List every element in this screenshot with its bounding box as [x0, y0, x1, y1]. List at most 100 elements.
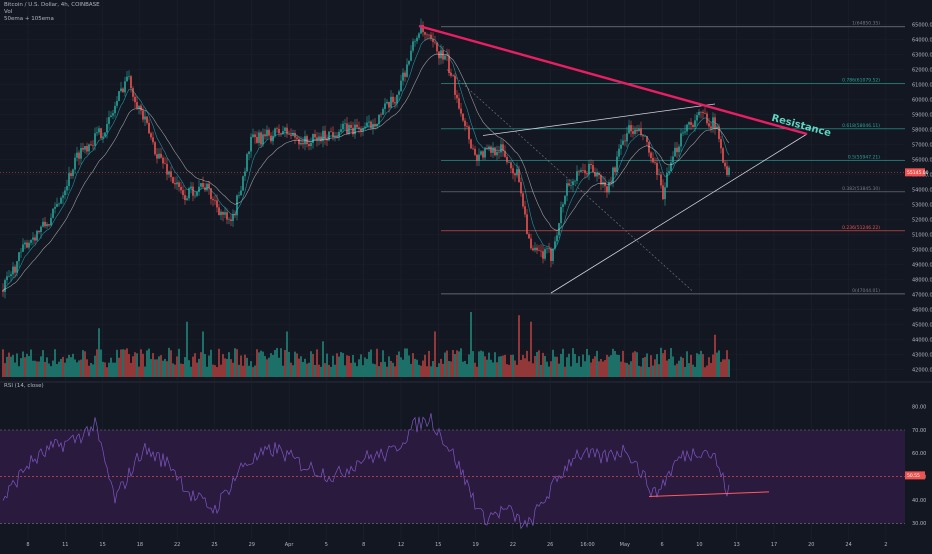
candle-body — [698, 111, 700, 116]
volume-bar — [372, 363, 374, 377]
candle-body — [296, 137, 298, 139]
candle-body — [392, 96, 394, 103]
candle-body — [282, 131, 284, 135]
candle-body — [196, 191, 198, 196]
candle-body — [386, 101, 388, 104]
candle-body — [382, 108, 384, 115]
price-axis-tick-label: 64000.00 — [912, 37, 932, 43]
price-axis-tick-label: 49000.00 — [912, 262, 932, 268]
candle-body — [538, 250, 540, 251]
candle-body — [278, 128, 280, 134]
candle-body — [350, 124, 352, 128]
candle-body — [92, 145, 94, 146]
candle-body — [292, 133, 294, 136]
candle-body — [352, 127, 354, 135]
symbol-legend[interactable]: Bitcoin / U.S. Dollar, 4h, COINBASE — [4, 2, 100, 8]
volume-bar — [716, 352, 718, 377]
triangle-upper-line — [482, 103, 716, 136]
volume-bar — [626, 362, 628, 377]
volume-bar — [306, 363, 308, 377]
volume-bar — [412, 353, 414, 377]
candle-body — [716, 126, 718, 129]
time-axis-tick-label: 8 — [362, 542, 365, 548]
volume-bar — [118, 357, 120, 377]
candle-body — [402, 72, 404, 81]
resistance-trendline — [418, 24, 808, 136]
candle-body — [268, 129, 270, 136]
candle-body — [364, 126, 366, 129]
volume-bar — [226, 359, 228, 377]
candle-body — [302, 142, 304, 145]
candle-body — [330, 131, 332, 133]
candle-body — [408, 60, 410, 65]
candle-body — [390, 96, 392, 108]
volume-bar — [174, 364, 176, 377]
candle-body — [584, 170, 586, 174]
candle-body — [494, 147, 496, 156]
ema-legend[interactable]: 50ema + 105ema — [4, 16, 54, 22]
volume-bar — [220, 364, 222, 377]
volume-bar — [660, 347, 662, 377]
candle-body — [614, 167, 616, 173]
candle-body — [728, 167, 730, 175]
candle-body — [230, 219, 232, 222]
candle-body — [706, 113, 708, 124]
volume-legend[interactable]: Vol — [4, 9, 13, 15]
volume-bar — [276, 347, 278, 377]
candle-body — [412, 41, 414, 51]
volume-bar — [666, 360, 668, 377]
volume-bar — [418, 364, 420, 377]
time-axis-tick-label: 29 — [249, 542, 255, 548]
volume-bar — [362, 365, 364, 377]
candle-body — [174, 183, 176, 185]
volume-bar — [222, 354, 224, 377]
candle-body — [462, 113, 464, 121]
volume-bar — [712, 354, 714, 377]
volume-bar — [726, 350, 728, 377]
volume-bar — [548, 366, 550, 377]
candle-body — [642, 135, 644, 137]
volume-bar — [62, 356, 64, 377]
volume-bar — [156, 359, 158, 377]
volume-bar — [104, 362, 106, 377]
volume-bar — [520, 359, 522, 377]
candle-body — [172, 177, 174, 184]
candle-body — [138, 105, 140, 109]
candle-body — [80, 147, 82, 159]
candle-body — [498, 151, 500, 153]
candle-body — [270, 135, 272, 142]
volume-bar — [152, 353, 154, 377]
volume-bar — [518, 315, 520, 377]
volume-bar — [72, 353, 74, 377]
candle-body — [432, 38, 434, 42]
volume-bar — [614, 351, 616, 377]
volume-bar — [130, 362, 132, 377]
price-axis-tick-label: 47000.00 — [912, 292, 932, 298]
candle-body — [570, 185, 572, 186]
volume-bar — [146, 350, 148, 377]
candle-body — [290, 134, 292, 136]
volume-bar — [474, 362, 476, 377]
fib-level-label: 0(47044.01) — [852, 288, 880, 294]
candle-body — [224, 212, 226, 215]
volume-bar — [252, 367, 254, 377]
volume-bar — [504, 354, 506, 377]
volume-bar — [142, 353, 144, 377]
candle-body — [184, 195, 186, 201]
volume-bar — [422, 360, 424, 377]
price-axis-tick-label: 43000.00 — [912, 352, 932, 358]
volume-bar — [556, 356, 558, 377]
time-axis-tick-label: 2 — [884, 542, 887, 548]
candle-body — [556, 235, 558, 242]
candle-body — [578, 171, 580, 172]
volume-bar — [68, 354, 70, 377]
volume-bar — [18, 366, 20, 377]
rsi-legend[interactable]: RSI (14, close) — [4, 383, 44, 389]
candle-body — [598, 172, 600, 176]
candle-body — [542, 251, 544, 259]
candle-body — [12, 266, 14, 275]
volume-bar — [720, 361, 722, 377]
volume-bar — [392, 362, 394, 377]
